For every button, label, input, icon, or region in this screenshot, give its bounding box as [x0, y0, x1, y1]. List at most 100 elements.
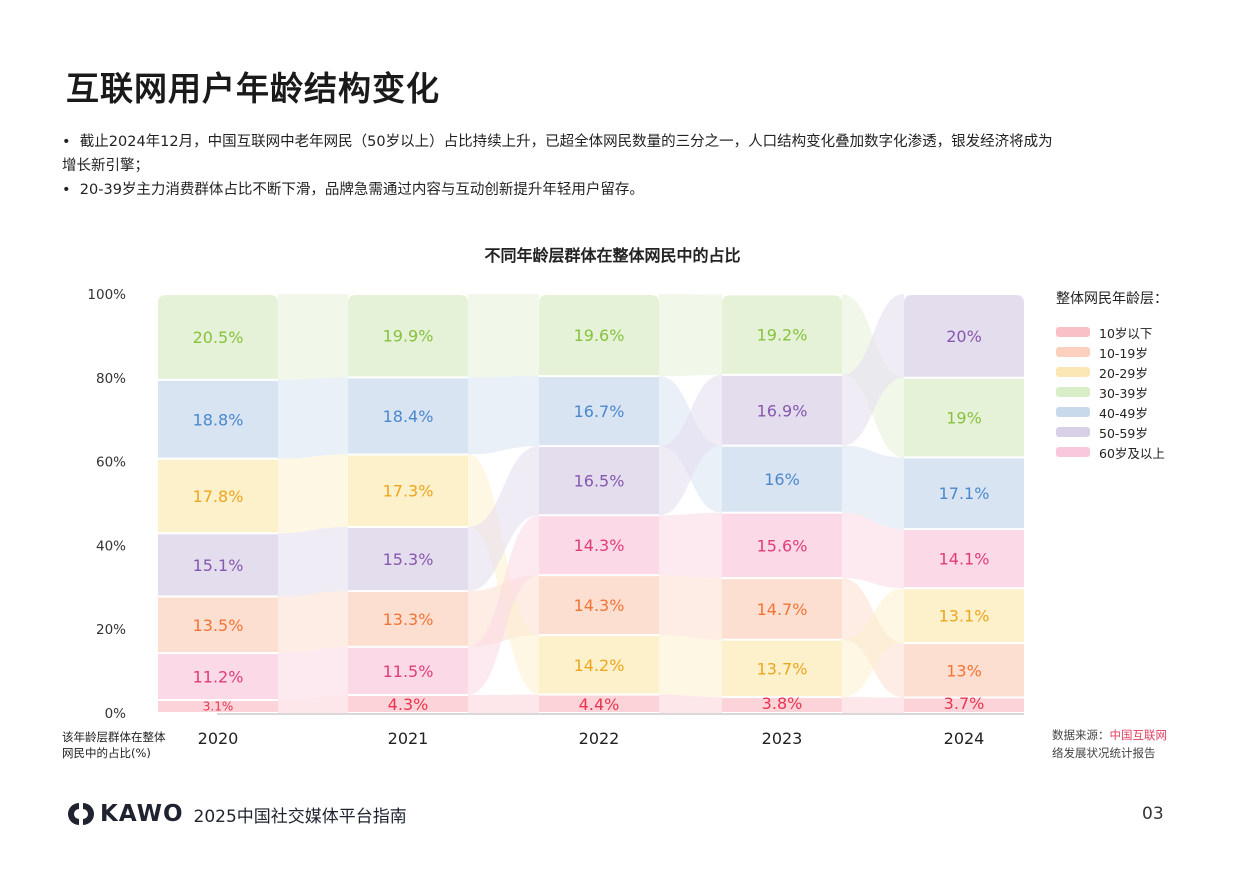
ribbon-60岁及以上: [468, 515, 539, 695]
data-label: 18.8%: [193, 410, 244, 429]
bar-segment: [158, 380, 278, 458]
data-label: 20.5%: [193, 328, 244, 347]
ribbon-60岁及以上: [278, 646, 348, 701]
bar-segment: [722, 446, 842, 512]
data-label: 13.1%: [939, 607, 990, 626]
ribbon-50-59岁: [278, 526, 348, 597]
bullet-item: • 20-39岁主力消费群体占比不断下滑，品牌急需通过内容与互动创新提升年轻用户…: [62, 182, 644, 198]
source-label: 数据来源：: [1052, 728, 1110, 742]
bar-segment: [348, 647, 468, 694]
ribbon-10岁以下: [659, 694, 722, 713]
bar-segment: [904, 458, 1024, 529]
bar-segment: [539, 295, 659, 376]
data-label: 14.2%: [574, 656, 625, 675]
ribbon-10岁以下: [278, 694, 348, 713]
data-label: 15.6%: [757, 536, 808, 555]
bar-segment: [348, 295, 468, 377]
bar-segment: [904, 589, 1024, 643]
data-label: 18.4%: [383, 407, 434, 426]
legend-swatch: [1056, 327, 1090, 337]
bar-segment: [904, 698, 1024, 712]
data-label: 14.1%: [939, 550, 990, 569]
data-label: 15.1%: [193, 556, 244, 575]
data-label: 16%: [764, 470, 800, 489]
legend-label: 30-39岁: [1099, 385, 1148, 401]
bar-segment: [158, 597, 278, 653]
page-number: 03: [1142, 804, 1164, 824]
y-tick-label: 100%: [87, 287, 126, 303]
legend-swatch: [1056, 347, 1090, 357]
page-title: 互联网用户年龄结构变化: [66, 69, 440, 108]
ribbon-10-19岁: [659, 575, 722, 640]
data-label: 13.5%: [193, 616, 244, 635]
legend-label: 50-59岁: [1099, 425, 1148, 441]
ribbon-40-49岁: [468, 376, 539, 455]
bar-segment: [904, 530, 1024, 588]
data-label: 19.6%: [574, 326, 625, 345]
data-label: 4.4%: [579, 695, 620, 714]
bar-segment: [158, 654, 278, 700]
y-tick-label: 60%: [96, 455, 126, 471]
legend-swatch: [1056, 387, 1090, 397]
ribbon-30-39岁: [659, 294, 722, 377]
bullet-item: • 截止2024年12月，中国互联网中老年网民（50岁以上）占比持续上升，已超全…: [62, 134, 1053, 174]
ribbon-50-59岁: [842, 294, 904, 446]
legend-label: 10-19岁: [1099, 345, 1148, 361]
data-label: 3.7%: [944, 694, 985, 713]
ribbon-30-39岁: [468, 294, 539, 378]
bullet-text: 截止2024年12月，中国互联网中老年网民（50岁以上）占比持续上升，已超全体网…: [62, 134, 1053, 174]
ribbon-20-29岁: [278, 454, 348, 534]
kawo-logo-icon: [68, 803, 94, 825]
legend-label: 10岁以下: [1099, 325, 1153, 341]
y-tick-label: 20%: [96, 622, 126, 638]
bar-segment: [722, 513, 842, 578]
bar-segment: [348, 527, 468, 591]
ribbon-10-19岁: [278, 591, 348, 654]
bar-segment: [158, 295, 278, 379]
bullet-text: 20-39岁主力消费群体占比不断下滑，品牌急需通过内容与互动创新提升年轻用户留存…: [79, 182, 644, 198]
data-label: 13%: [946, 661, 982, 680]
data-label: 3.1%: [203, 700, 234, 714]
bar-segment: [158, 459, 278, 533]
data-label: 17.8%: [193, 487, 244, 506]
bar-segment: [348, 592, 468, 646]
source-value-cont: 络发展状况统计报告: [1052, 746, 1156, 760]
data-label: 17.3%: [383, 482, 434, 501]
bar-segment: [904, 295, 1024, 377]
source-value: 中国互联网: [1109, 728, 1168, 742]
legend-item: 50-59岁: [1056, 422, 1168, 442]
bar-segment: [904, 644, 1024, 697]
chart-title: 不同年龄层群体在整体网民中的占比: [484, 246, 741, 265]
bar-segment: [539, 576, 659, 635]
data-label: 19.9%: [383, 327, 434, 346]
x-tick-label: 2023: [762, 729, 803, 748]
bar-segment: [348, 455, 468, 526]
bar-segment: [722, 640, 842, 697]
ribbon-60岁及以上: [659, 512, 722, 579]
data-label: 14.3%: [574, 536, 625, 555]
bar-segment: [539, 447, 659, 515]
data-label: 13.3%: [383, 610, 434, 629]
legend: 整体网民年龄层： 10岁以下 10-19岁 20-29岁 30-39岁 40-49岁 50…: [1056, 288, 1168, 462]
brand-name: KAWO: [100, 801, 184, 827]
data-label: 20%: [946, 327, 982, 346]
legend-item: 40-49岁: [1056, 402, 1168, 422]
bar-segment: [539, 516, 659, 575]
data-label: 4.3%: [388, 695, 429, 714]
x-tick-label: 2024: [944, 729, 985, 748]
report-title: 2025中国社交媒体平台指南: [193, 806, 407, 827]
data-label: 3.8%: [762, 694, 803, 713]
bullet-list: • 截止2024年12月，中国互联网中老年网民（50岁以上）占比持续上升，已超全…: [62, 130, 1062, 202]
legend-item: 10岁以下: [1056, 322, 1168, 342]
x-tick-label: 2021: [388, 729, 429, 748]
bar-segment: [539, 377, 659, 446]
legend-label: 60岁及以上: [1099, 445, 1165, 461]
legend-swatch: [1056, 447, 1090, 457]
y-tick-label: 0%: [105, 706, 127, 722]
bar-segment: [539, 636, 659, 694]
ribbon-60岁及以上: [842, 512, 904, 589]
ribbon-40-49岁: [278, 377, 348, 459]
y-tick-label: 40%: [96, 538, 126, 554]
data-label: 15.3%: [383, 550, 434, 569]
